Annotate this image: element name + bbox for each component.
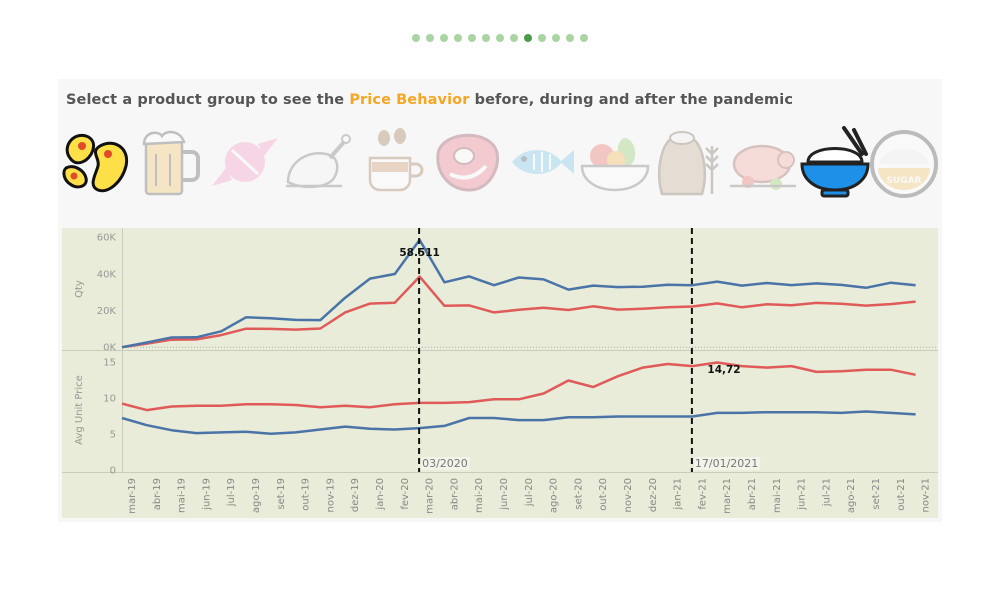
product-group-selector: SUGAR <box>60 124 940 200</box>
reference-line-label: 03/2020 <box>422 457 468 470</box>
candy-icon[interactable] <box>208 124 282 200</box>
price-axis-label: Avg Unit Price <box>74 375 85 445</box>
x-tick-label: abr-20 <box>449 478 460 510</box>
story-pagination <box>412 34 588 44</box>
x-tick-label: jun-20 <box>499 478 510 511</box>
qty-series-line <box>121 238 916 349</box>
sugar-bowl-icon[interactable]: SUGAR <box>868 124 942 200</box>
reference-line-label: 17/01/2021 <box>695 457 758 470</box>
pagination-dot[interactable] <box>496 34 504 42</box>
x-tick-label: mar-21 <box>722 478 733 514</box>
x-tick-label: fev-21 <box>697 478 708 510</box>
qty-series-line <box>121 275 916 349</box>
pagination-dot[interactable] <box>552 34 560 42</box>
x-tick-label: ago-21 <box>846 478 857 513</box>
reference-label-bg <box>693 457 761 470</box>
pagination-dot[interactable] <box>468 34 476 42</box>
qty-peak-label: 58.511 <box>399 247 440 259</box>
x-tick-label: set-19 <box>276 478 287 510</box>
x-tick-label: jun-21 <box>797 478 808 511</box>
x-tick-label: jul-21 <box>821 478 832 507</box>
pagination-dot[interactable] <box>580 34 588 42</box>
roast-pig-icon[interactable] <box>726 124 800 200</box>
price-peak-label: 14,72 <box>707 364 740 376</box>
price-tick-label: 15 <box>103 357 116 368</box>
x-tick-label: ago-20 <box>549 478 560 513</box>
x-tick-label: jul-20 <box>524 478 535 507</box>
pagination-dot[interactable] <box>440 34 448 42</box>
x-tick-label: mai-20 <box>474 478 485 513</box>
qty-axis-label: Qty <box>74 280 85 298</box>
pagination-dot[interactable] <box>538 34 546 42</box>
flour-sack-icon[interactable] <box>652 124 726 200</box>
x-tick-label: mar-19 <box>127 478 138 514</box>
page-heading: Select a product group to see the Price … <box>66 92 793 108</box>
x-tick-label: out-19 <box>301 478 312 511</box>
price-tick-label: 10 <box>103 393 116 404</box>
reference-label-bg <box>421 457 470 470</box>
x-tick-label: set-21 <box>871 478 882 510</box>
x-tick-label: abr-19 <box>152 478 163 510</box>
pagination-dot[interactable] <box>510 34 518 42</box>
x-tick-label: jun-19 <box>201 478 212 511</box>
pagination-dot[interactable] <box>412 34 420 42</box>
qty-tick-label: 20K <box>97 306 117 317</box>
fish-icon[interactable] <box>504 124 578 200</box>
price-plot-area <box>62 351 938 518</box>
x-tick-label: nov-20 <box>623 478 634 512</box>
pagination-dot[interactable] <box>524 34 532 42</box>
qty-tick-label: 0K <box>103 343 116 354</box>
x-tick-label: nov-21 <box>921 478 932 512</box>
x-tick-label: dez-19 <box>350 478 361 512</box>
beans-icon[interactable] <box>60 124 134 200</box>
beer-mug-icon[interactable] <box>134 124 208 200</box>
x-tick-label: out-21 <box>896 478 907 511</box>
coffee-icon[interactable] <box>356 124 430 200</box>
price-series-line <box>121 361 916 412</box>
sugar-label: SUGAR <box>886 176 921 186</box>
x-tick-label: abr-21 <box>747 478 758 510</box>
pagination-dot[interactable] <box>482 34 490 42</box>
x-tick-label: jul-19 <box>226 478 237 507</box>
x-tick-label: jan-20 <box>375 478 386 511</box>
qty-tick-label: 60K <box>97 233 117 244</box>
price-tick-label: 0 <box>110 465 116 476</box>
x-tick-label: jan-21 <box>673 478 684 511</box>
chicken-icon[interactable] <box>282 124 356 200</box>
x-tick-label: fev-20 <box>400 478 411 510</box>
pagination-dot[interactable] <box>426 34 434 42</box>
meat-steak-icon[interactable] <box>430 124 504 200</box>
x-tick-label: dez-20 <box>648 478 659 512</box>
heading-highlight: Price Behavior <box>349 92 470 108</box>
heading-prefix: Select a product group to see the <box>66 92 350 108</box>
x-tick-label: mai-21 <box>772 478 783 513</box>
fruit-bowl-icon[interactable] <box>578 124 652 200</box>
x-tick-label: nov-19 <box>325 478 336 512</box>
qty-tick-label: 40K <box>97 269 117 280</box>
x-tick-label: mar-20 <box>425 478 436 514</box>
heading-suffix: before, during and after the pandemic <box>469 92 794 108</box>
price-series-line <box>121 410 916 436</box>
qty-plot-area <box>62 228 938 350</box>
price-tick-label: 5 <box>110 429 116 440</box>
x-tick-label: set-20 <box>573 478 584 510</box>
pagination-dot[interactable] <box>566 34 574 42</box>
x-tick-label: ago-19 <box>251 478 262 513</box>
x-tick-label: mai-19 <box>177 478 188 513</box>
x-tick-label: out-20 <box>598 478 609 511</box>
rice-bowl-icon[interactable] <box>800 124 874 200</box>
pagination-dot[interactable] <box>454 34 462 42</box>
